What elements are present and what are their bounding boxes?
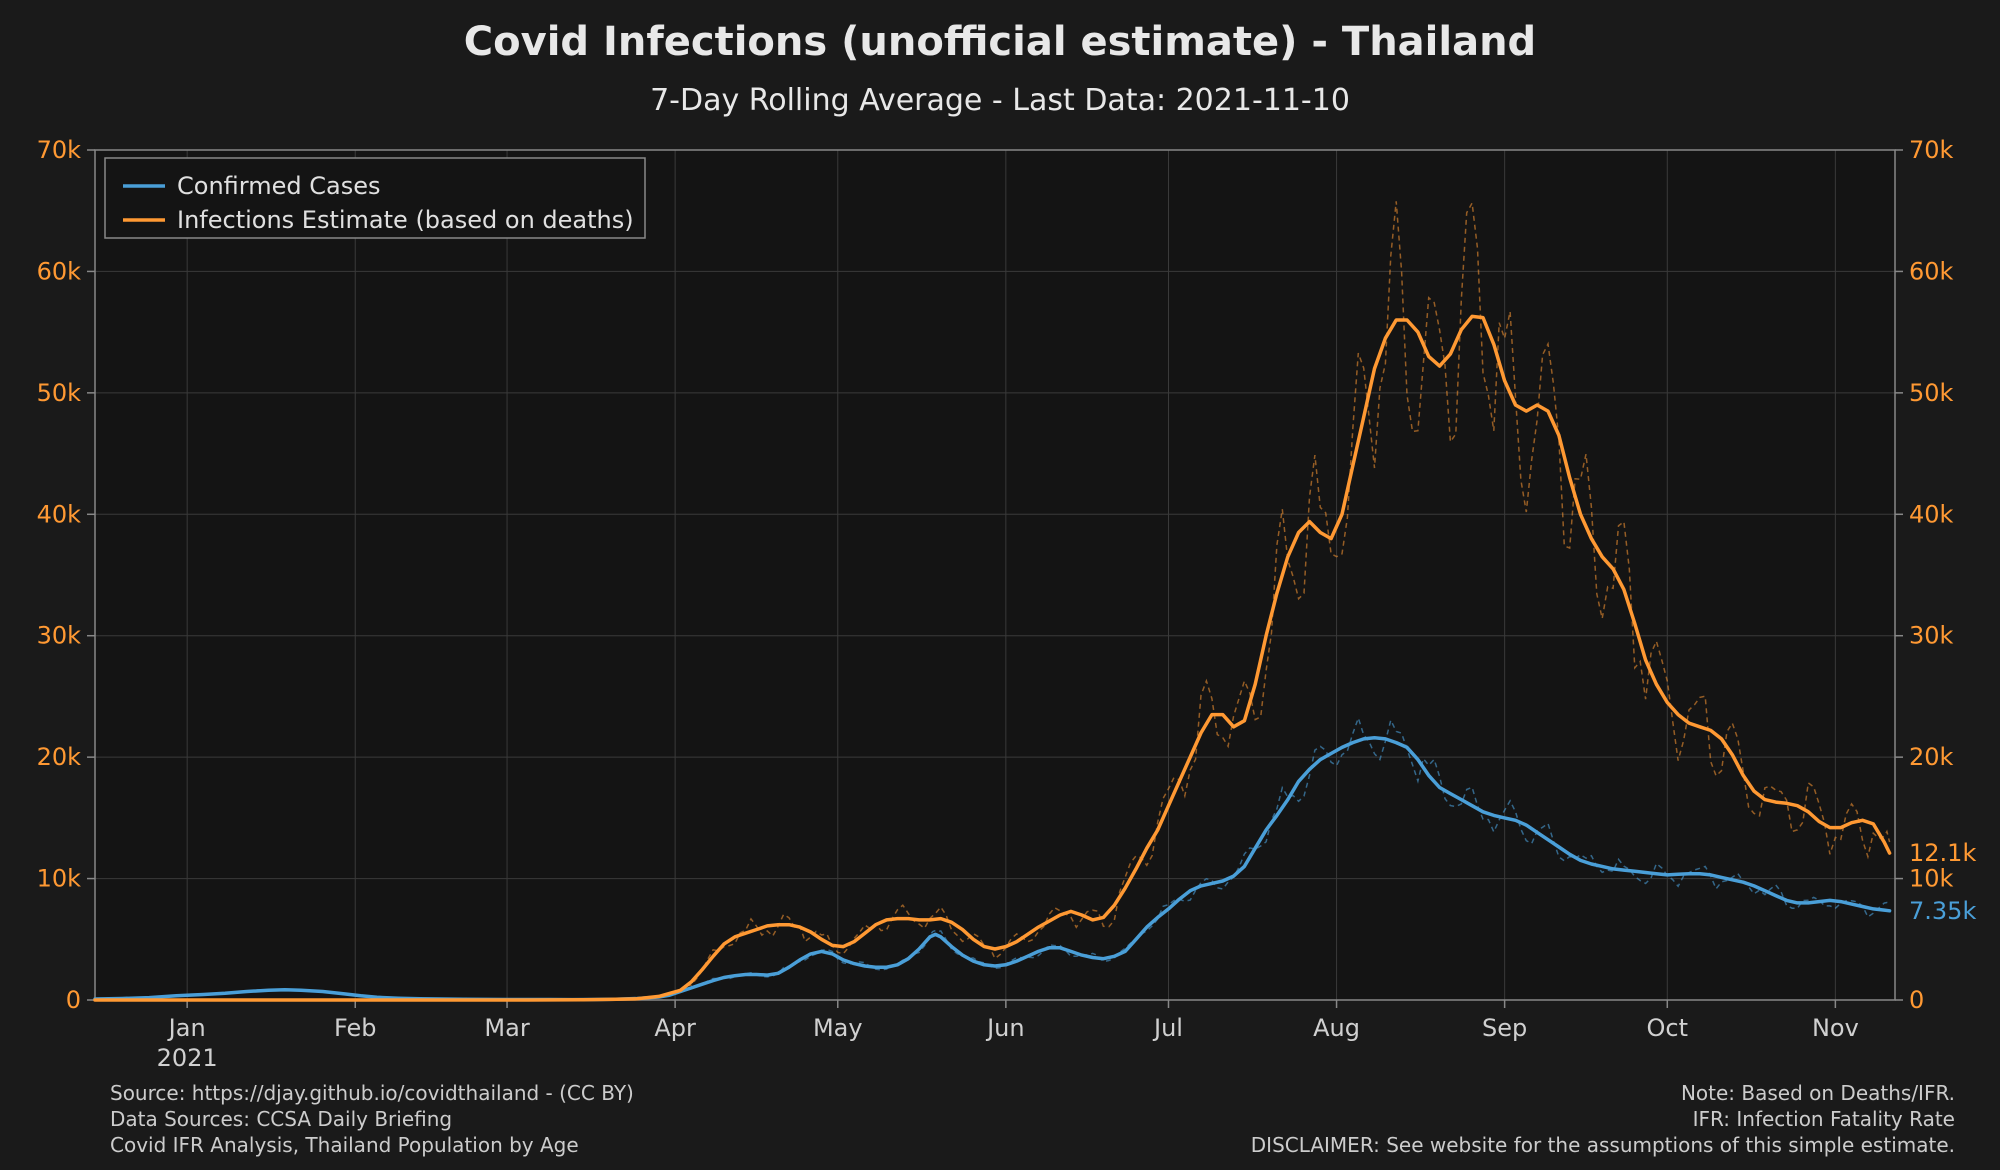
ytick-label-right: 50k	[1909, 379, 1954, 407]
plot-area	[95, 150, 1895, 1000]
legend-label: Confirmed Cases	[177, 172, 380, 200]
ytick-label-right: 40k	[1909, 500, 1954, 528]
footer-left-line: Source: https://djay.github.io/covidthai…	[110, 1081, 634, 1105]
xtick-label: Feb	[334, 1014, 377, 1042]
end-value-label: 7.35k	[1909, 897, 1976, 925]
footer-left-line: Data Sources: CCSA Daily Briefing	[110, 1107, 452, 1131]
end-value-label: 12.1k	[1909, 839, 1976, 867]
footer-right-line: DISCLAIMER: See website for the assumpti…	[1251, 1133, 1955, 1157]
xtick-label: Nov	[1812, 1014, 1859, 1042]
chart-subtitle: 7-Day Rolling Average - Last Data: 2021-…	[650, 83, 1350, 118]
ytick-label-left: 50k	[37, 379, 82, 407]
ytick-label-left: 60k	[37, 257, 82, 285]
ytick-label-left: 10k	[37, 865, 82, 893]
ytick-label-right: 70k	[1909, 136, 1954, 164]
legend-label: Infections Estimate (based on deaths)	[177, 206, 634, 234]
xtick-label: Jan	[167, 1014, 206, 1042]
ytick-label-right: 10k	[1909, 865, 1954, 893]
xtick-label: Mar	[484, 1014, 529, 1042]
footer-left-line: Covid IFR Analysis, Thailand Population …	[110, 1133, 579, 1157]
xtick-label: Jul	[1152, 1014, 1183, 1042]
ytick-label-left: 30k	[37, 622, 82, 650]
covid-infections-chart: 0 10k 20k 30k 40k 50k 60k 70k 0 10k 20k 30k 40k 50k 60…	[0, 0, 2000, 1170]
xtick-label: May	[813, 1014, 863, 1042]
ytick-label-right: 20k	[1909, 743, 1954, 771]
chart-title: Covid Infections (unofficial estimate) -…	[464, 19, 1536, 65]
xtick-label: Aug	[1313, 1014, 1360, 1042]
xtick-label: Oct	[1647, 1014, 1689, 1042]
footer-right-line: IFR: Infection Fatality Rate	[1693, 1107, 1955, 1131]
ytick-label-left: 40k	[37, 500, 82, 528]
ytick-label-left: 70k	[37, 136, 82, 164]
ytick-label-left: 0	[66, 986, 81, 1014]
ytick-label-left: 20k	[37, 743, 82, 771]
footer-right-line: Note: Based on Deaths/IFR.	[1681, 1081, 1955, 1105]
xtick-label: Sep	[1482, 1014, 1527, 1042]
xtick-label: Jun	[985, 1014, 1025, 1042]
xtick-year-label: 2021	[157, 1044, 218, 1072]
ytick-label-right: 30k	[1909, 622, 1954, 650]
chart-container: 0 10k 20k 30k 40k 50k 60k 70k 0 10k 20k 30k 40k 50k 60…	[0, 0, 2000, 1170]
ytick-label-right: 0	[1909, 986, 1924, 1014]
xtick-label: Apr	[654, 1014, 696, 1042]
ytick-label-right: 60k	[1909, 257, 1954, 285]
